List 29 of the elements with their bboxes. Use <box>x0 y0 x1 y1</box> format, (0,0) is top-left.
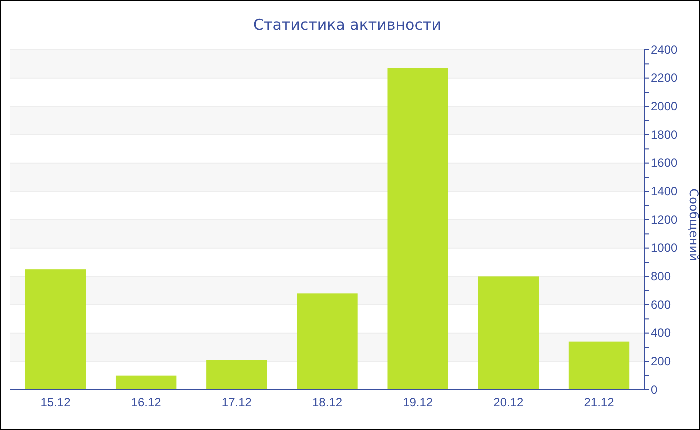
y-tick-label: 1600 <box>651 156 678 170</box>
y-tick-label: 200 <box>651 354 672 369</box>
y-tick-label: 2200 <box>651 71 678 86</box>
y-tick-label: 2400 <box>651 42 678 57</box>
x-tick-label: 18.12 <box>312 396 343 410</box>
bar <box>297 294 358 390</box>
y-tick-label: 1400 <box>651 184 678 199</box>
y-tick-label: 2000 <box>651 100 678 114</box>
y-tick-label: 400 <box>651 326 672 340</box>
bar <box>478 276 540 390</box>
x-tick-label: 21.12 <box>584 396 615 410</box>
chart-title: Статистика активности <box>254 16 442 34</box>
bar <box>388 68 448 390</box>
bar <box>116 376 177 390</box>
bar <box>568 342 630 390</box>
x-tick-label: 15.12 <box>40 396 72 410</box>
bar <box>25 270 86 390</box>
y-tick-label: 0 <box>651 382 658 397</box>
y-tick-label: 1800 <box>651 128 678 142</box>
x-tick-label: 17.12 <box>222 396 252 410</box>
x-tick-label: 16.12 <box>131 396 162 410</box>
y-tick-label: 600 <box>651 298 672 312</box>
x-tick-label: 20.12 <box>494 396 524 410</box>
y-tick-label: 1000 <box>651 241 678 256</box>
y-tick-label: 1200 <box>651 212 678 227</box>
x-tick-label: 19.12 <box>403 396 434 410</box>
y-axis-title: Сообщений <box>687 188 700 262</box>
y-tick-label: 800 <box>651 270 672 284</box>
bar <box>206 360 268 390</box>
